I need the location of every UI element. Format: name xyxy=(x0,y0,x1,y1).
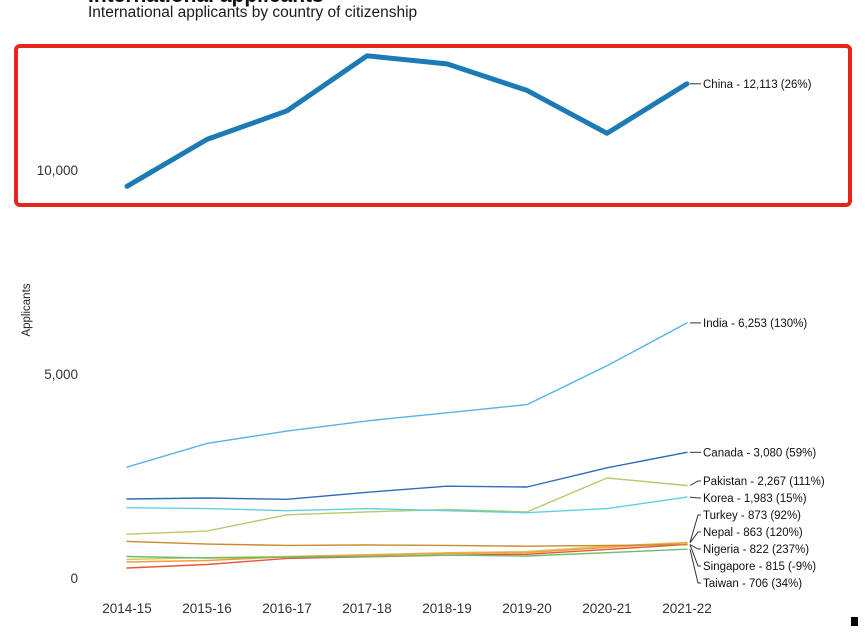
series-label-singapore: Singapore - 815 (-9%) xyxy=(703,561,816,573)
label-leader-pakistan xyxy=(689,480,701,486)
x-tick-label: 2016-17 xyxy=(262,601,312,616)
label-leader-nigeria xyxy=(689,544,701,550)
series-line-canada xyxy=(126,451,688,500)
x-tick-label: 2020-21 xyxy=(582,601,632,616)
corner-artifact xyxy=(851,617,858,626)
series-label-pakistan: Pakistan - 2,267 (111%) xyxy=(703,476,825,488)
x-tick-label: 2019-20 xyxy=(502,601,552,616)
chart-subtitle: International applicants by country of c… xyxy=(88,4,418,21)
series-label-india: India - 6,253 (130%) xyxy=(703,318,807,330)
x-tick-label: 2014-15 xyxy=(102,601,152,616)
series-label-korea: Korea - 1,983 (15%) xyxy=(703,493,807,505)
series-line-singapore xyxy=(126,540,688,547)
x-tick-label: 2018-19 xyxy=(422,601,472,616)
series-label-nigeria: Nigeria - 822 (237%) xyxy=(703,544,809,556)
clipped-page-title-text: International applicants xyxy=(88,0,324,7)
label-leader-nepal xyxy=(689,531,701,544)
series-line-taiwan xyxy=(126,548,688,559)
series-line-korea xyxy=(126,496,688,514)
series-label-turkey: Turkey - 873 (92%) xyxy=(703,510,801,522)
series-label-nepal: Nepal - 863 (120%) xyxy=(703,527,803,539)
x-tick-label: 2015-16 xyxy=(182,601,232,616)
y-axis-title: Applicants xyxy=(21,283,33,336)
series-label-taiwan: Taiwan - 706 (34%) xyxy=(703,578,802,590)
y-tick-label: 5,000 xyxy=(44,367,78,382)
series-line-china xyxy=(124,53,690,189)
clipped-page-title: International applicants xyxy=(88,0,324,8)
y-tick-label: 0 xyxy=(70,571,78,586)
y-tick-label: 10,000 xyxy=(37,163,78,178)
label-leader-taiwan xyxy=(689,549,701,584)
label-leader-turkey xyxy=(689,514,701,543)
x-tick-label: 2017-18 xyxy=(342,601,392,616)
series-label-china: China - 12,113 (26%) xyxy=(703,79,812,91)
series-label-canada: Canada - 3,080 (59%) xyxy=(703,447,816,459)
series-line-india xyxy=(126,322,688,468)
label-leader-singapore xyxy=(689,544,701,567)
series-line-pakistan xyxy=(126,477,688,535)
label-leader-korea xyxy=(689,496,701,499)
series-line-nepal xyxy=(126,542,688,563)
x-tick-label: 2021-22 xyxy=(662,601,712,616)
